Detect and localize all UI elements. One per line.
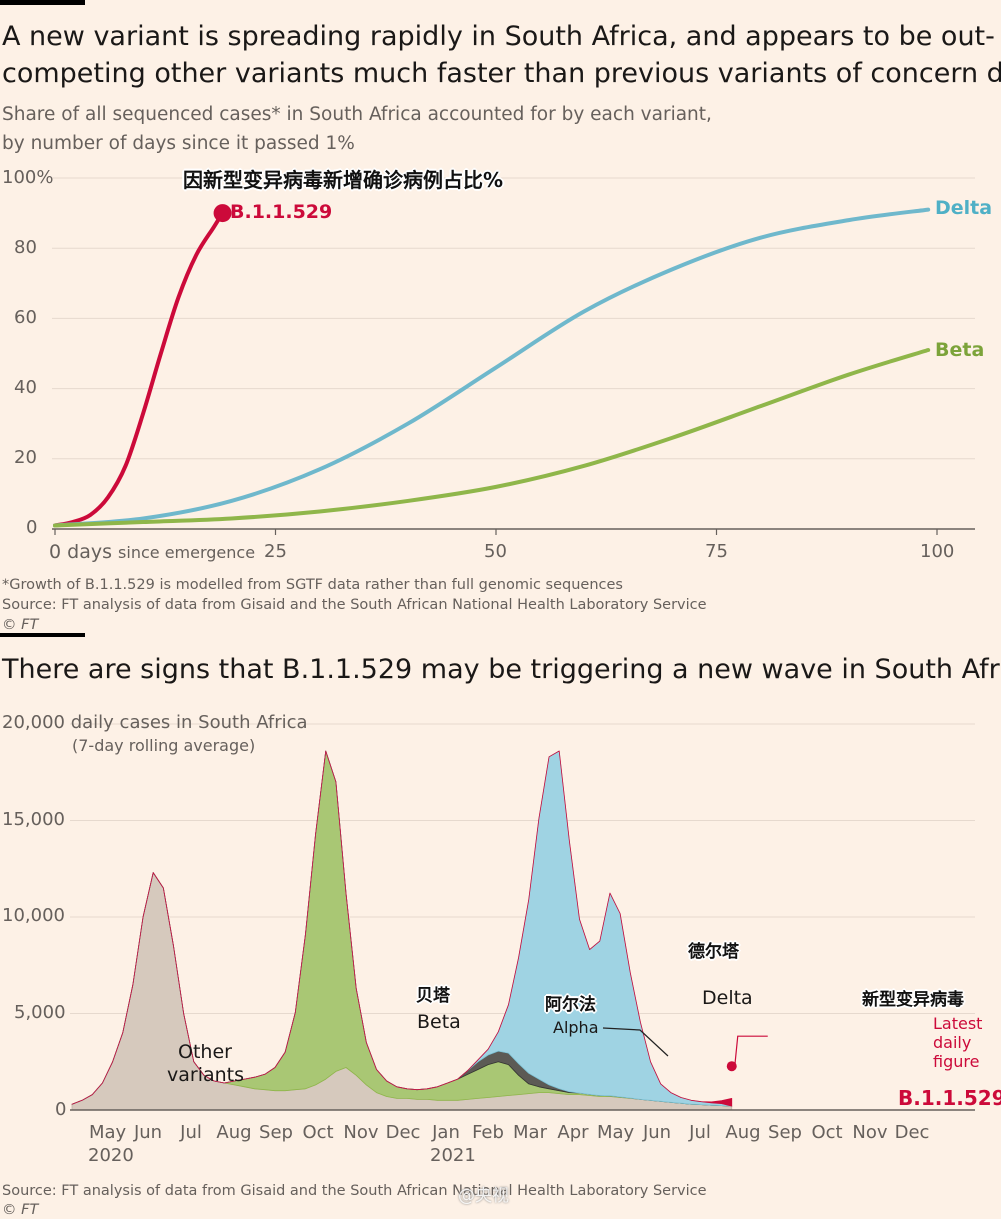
c2-x-month-5: Oct xyxy=(302,1122,334,1143)
c1-y-tick-0: 0 xyxy=(26,517,38,538)
c1-x-tick-25: 25 xyxy=(264,541,287,562)
label-beta-zh: 贝塔 xyxy=(416,986,450,1006)
label-b11529-line: B.1.1.529 xyxy=(230,201,333,223)
c2-x-year-2020: 2020 xyxy=(88,1145,134,1166)
c2-x-month-6: Nov xyxy=(343,1122,379,1143)
beta-line xyxy=(53,347,931,528)
c2-y-axis-note: (7-day rolling average) xyxy=(72,736,256,755)
c1-y-tick-40: 40 xyxy=(14,377,37,398)
c2-y-tick-5000: 5,000 xyxy=(14,1002,66,1023)
c1-x-tick-100: 100 xyxy=(920,541,955,562)
c2-x-month-1: Jun xyxy=(133,1122,163,1143)
c2-y-tick-20000: 20,000 daily cases in South Africa xyxy=(2,712,308,733)
label-latest-3: figure xyxy=(933,1052,980,1071)
c1-x-tick-0-suffix: since emergence xyxy=(118,543,256,562)
latest-daily-figure-dot xyxy=(726,1061,737,1072)
c1-x-tick-50: 50 xyxy=(484,541,507,562)
chart1-copyright: © FT xyxy=(2,617,39,633)
label-latest-2: daily xyxy=(933,1033,972,1052)
label-other-variants-1: Other xyxy=(178,1041,232,1063)
b11529-endpoint-dot xyxy=(213,204,232,223)
chart1-title-line2: competing other variants much faster tha… xyxy=(2,58,1001,89)
chart1-subtitle-line2: by number of days since it passed 1% xyxy=(2,133,355,154)
c2-x-month-16: Sep xyxy=(768,1122,802,1143)
c2-x-month-12: May xyxy=(597,1122,635,1143)
c2-y-tick-15000: 15,000 xyxy=(2,809,65,830)
chart1-title-line1: A new variant is spreading rapidly in So… xyxy=(2,21,995,52)
c2-x-month-0: May xyxy=(89,1122,127,1143)
c1-x-tick-75: 75 xyxy=(705,541,728,562)
chart2-copyright: © FT xyxy=(2,1202,39,1218)
chart1-overlay-zh: 因新型变异病毒新增确诊病例占比% xyxy=(183,168,504,192)
section-rule xyxy=(0,633,85,637)
label-beta-line: Beta xyxy=(935,339,985,361)
c2-x-month-8: Jan xyxy=(432,1122,460,1143)
c2-x-month-14: Jul xyxy=(689,1122,711,1143)
c2-y-tick-10000: 10,000 xyxy=(2,905,65,926)
c1-x-tick-0-days: days xyxy=(67,541,112,563)
c2-y-tick-0: 0 xyxy=(55,1099,67,1120)
top-rule xyxy=(0,0,85,5)
label-b11529-area: B.1.1.529 xyxy=(898,1086,1001,1110)
area-b11529 xyxy=(71,750,733,1107)
c2-x-year-2021: 2021 xyxy=(430,1145,476,1166)
c2-x-month-4: Sep xyxy=(259,1122,293,1143)
label-delta-zh: 德尔塔 xyxy=(688,942,739,962)
c1-y-tick-80: 80 xyxy=(14,237,37,258)
label-alpha-zh: 阿尔法 xyxy=(545,995,596,1015)
label-new-variant-zh: 新型变异病毒 xyxy=(862,990,964,1010)
c2-x-month-18: Nov xyxy=(852,1122,888,1143)
alpha-leader-line xyxy=(602,1027,669,1057)
label-other-variants-2: variants xyxy=(167,1064,245,1086)
c2-y-tick-20000-num: 20,000 xyxy=(2,712,65,733)
c1-x-tick-0-num: 0 xyxy=(49,541,62,563)
label-latest-1: Latest xyxy=(933,1014,983,1033)
delta-line xyxy=(53,207,931,528)
label-delta-line: Delta xyxy=(935,197,993,219)
latest-daily-figure-leader xyxy=(734,1035,768,1067)
chart2-title: There are signs that B.1.1.529 may be tr… xyxy=(2,654,1001,685)
c1-y-tick-20: 20 xyxy=(14,447,37,468)
chart1-footnote: *Growth of B.1.1.529 is modelled from SG… xyxy=(2,577,623,593)
c2-x-month-9: Feb xyxy=(472,1122,504,1143)
c2-x-month-13: Jun xyxy=(642,1122,672,1143)
label-alpha-area: Alpha xyxy=(553,1018,599,1037)
label-delta-area: Delta xyxy=(702,987,753,1009)
label-beta-area: Beta xyxy=(417,1011,461,1033)
c1-y-tick-100: 100% xyxy=(2,167,54,188)
c2-x-month-11: Apr xyxy=(557,1122,589,1143)
chart1-subtitle-line1: Share of all sequenced cases* in South A… xyxy=(2,104,712,125)
c2-x-month-10: Mar xyxy=(513,1122,547,1143)
c2-y-axis-title: daily cases in South Africa xyxy=(70,712,308,733)
chart1-source: Source: FT analysis of data from Gisaid … xyxy=(2,597,707,613)
c1-x-tick-0: 0 days since emergence xyxy=(49,541,255,563)
c2-x-month-7: Dec xyxy=(385,1122,421,1143)
b11529-line xyxy=(53,211,225,528)
c1-y-tick-60: 60 xyxy=(14,307,37,328)
c2-x-month-17: Oct xyxy=(811,1122,843,1143)
c2-x-month-19: Dec xyxy=(894,1122,930,1143)
c2-x-month-3: Aug xyxy=(216,1122,252,1143)
chart2-source: Source: FT analysis of data from Gisaid … xyxy=(2,1183,707,1199)
watermark: @央视 xyxy=(458,1186,509,1206)
c2-x-month-2: Jul xyxy=(180,1122,202,1143)
c2-x-month-15: Aug xyxy=(725,1122,761,1143)
